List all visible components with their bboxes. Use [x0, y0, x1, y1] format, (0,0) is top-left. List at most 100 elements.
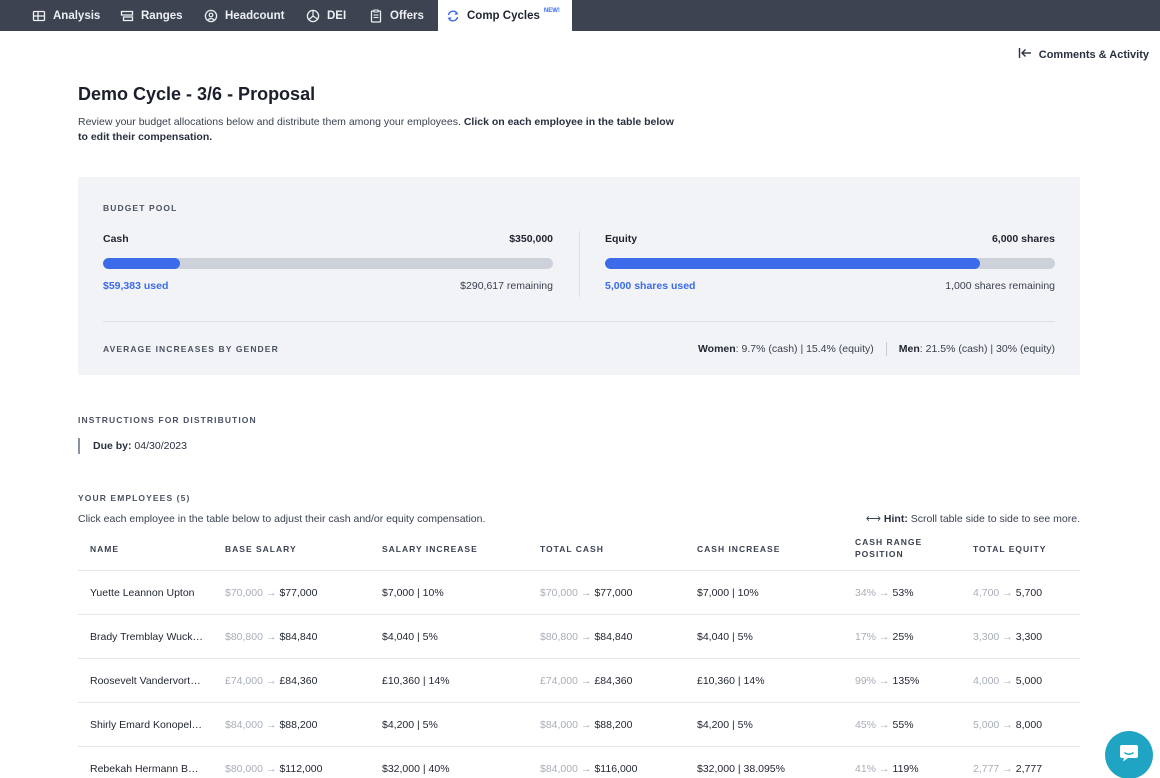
new-badge: NEW!	[543, 7, 560, 14]
col-header-total-equity[interactable]: TOTAL EQUITY	[973, 544, 1047, 554]
new-value: £84,360	[594, 675, 633, 687]
equity-used: 5,000 shares used	[605, 280, 696, 292]
due-date: Due by: 04/30/2023	[78, 438, 187, 454]
new-value: 5,000	[1015, 675, 1043, 687]
tab-label: Ranges	[141, 9, 183, 22]
arrow-right-icon: →	[1002, 763, 1013, 775]
total-equity: 4,700 → 5,700	[973, 587, 1042, 599]
due-value: 04/30/2023	[131, 440, 187, 452]
new-value: $88,200	[594, 719, 633, 731]
total-equity: 2,777 → 2,777	[973, 763, 1042, 775]
col-header-cash-increase[interactable]: CASH INCREASE	[697, 544, 781, 554]
chat-button[interactable]	[1105, 731, 1153, 778]
scroll-hint: ⟷ Hint: Scroll table side to side to see…	[866, 513, 1080, 525]
base-salary: $70,000 → $77,000	[225, 587, 317, 599]
old-value: £74,000	[540, 675, 578, 687]
old-value: 45%	[855, 719, 877, 731]
hint-text: Scroll table side to side to see more.	[907, 513, 1080, 525]
due-label: Due by:	[93, 440, 132, 452]
equity-remaining: 1,000 shares remaining	[945, 280, 1055, 292]
header-divider	[78, 570, 1080, 571]
arrow-right-icon: →	[1002, 719, 1013, 731]
salary-increase-text: $32,000 | 40%	[382, 763, 450, 775]
arrow-right-icon: →	[580, 587, 592, 599]
arrow-right-icon: →	[265, 587, 277, 599]
arrow-right-icon: →	[580, 675, 592, 687]
col-header-name[interactable]: NAME	[90, 544, 120, 554]
old-value: 34%	[855, 587, 877, 599]
total-equity: 3,300 → 3,300	[973, 631, 1042, 643]
new-value: $112,000	[279, 763, 323, 775]
cash-progress-bar	[103, 258, 553, 269]
top-nav: Analysis Ranges Headcount DEI Offers Com…	[0, 0, 1160, 31]
cash-budget: Cash $350,000 $59,383 used $290,617 rema…	[103, 233, 553, 292]
old-value: 4,000	[973, 675, 1000, 687]
cash-increase: $4,040 | 5%	[697, 631, 753, 643]
cash-increase-text: £10,360 | 14%	[697, 675, 765, 687]
cash-range-position: 99% → 135%	[855, 675, 919, 687]
new-value: $84,840	[279, 631, 318, 643]
equity-budget: Equity 6,000 shares 5,000 shares used 1,…	[605, 233, 1055, 292]
tab-dei[interactable]: DEI	[306, 0, 346, 31]
salary-increase: $32,000 | 40%	[382, 763, 450, 775]
ranges-icon	[120, 9, 134, 23]
pie-icon	[306, 9, 320, 23]
col-header-total-cash[interactable]: TOTAL CASH	[540, 544, 604, 554]
arrow-right-icon: →	[265, 719, 277, 731]
employee-name-text: Roosevelt Vandervort…	[90, 675, 201, 687]
panel-divider	[103, 321, 1055, 322]
total-cash: $84,000 → $116,000	[540, 763, 637, 775]
men-value: : 21.5% (cash) | 30% (equity)	[919, 343, 1055, 355]
new-value: 55%	[892, 719, 914, 731]
tab-label: DEI	[327, 9, 347, 22]
cash-range-position: 34% → 53%	[855, 587, 914, 599]
tab-offers[interactable]: Offers	[369, 0, 424, 31]
old-value: 41%	[855, 763, 877, 775]
new-value: 135%	[892, 675, 920, 687]
cash-increase-text: $7,000 | 10%	[697, 587, 759, 599]
tab-headcount[interactable]: Headcount	[204, 0, 284, 31]
total-equity: 4,000 → 5,000	[973, 675, 1042, 687]
cash-range-position: 41% → 119%	[855, 763, 919, 775]
tab-comp-cycles[interactable]: Comp Cycles NEW!	[438, 0, 572, 31]
clipboard-icon	[369, 9, 383, 23]
arrow-right-icon: →	[1002, 587, 1013, 599]
cash-range-position: 45% → 55%	[855, 719, 914, 731]
total-cash: $80,800 → $84,840	[540, 631, 632, 643]
page-intro: Review your budget allocations below and…	[78, 115, 678, 145]
new-value: 119%	[892, 763, 919, 775]
old-value: £74,000	[225, 675, 263, 687]
tab-ranges[interactable]: Ranges	[120, 0, 183, 31]
salary-increase: $4,040 | 5%	[382, 631, 438, 643]
tab-analysis[interactable]: Analysis	[32, 0, 100, 31]
comments-activity-button[interactable]: Comments & Activity	[1018, 47, 1149, 62]
old-value: 99%	[855, 675, 877, 687]
employee-name: Shirly Emard Konopel…	[90, 719, 202, 731]
col-header-line1: CASH RANGE	[855, 537, 923, 547]
new-value: $84,840	[594, 631, 633, 643]
arrow-right-icon: →	[879, 763, 890, 775]
col-header-salary-increase[interactable]: SALARY INCREASE	[382, 544, 478, 554]
old-value: $80,000	[225, 763, 263, 775]
budget-divider	[579, 231, 580, 297]
base-salary: $80,800 → $84,840	[225, 631, 317, 643]
cash-increase: £10,360 | 14%	[697, 675, 765, 687]
old-value: $84,000	[540, 763, 578, 775]
employee-name: Rebekah Hermann B…	[90, 763, 199, 775]
equity-progress-bar	[605, 258, 1055, 269]
salary-increase-text: £10,360 | 14%	[382, 675, 450, 687]
col-header-cash-range-position[interactable]: CASH RANGE POSITION	[855, 536, 922, 560]
col-header-base-salary[interactable]: BASE SALARY	[225, 544, 297, 554]
employee-name: Roosevelt Vandervort…	[90, 675, 201, 687]
gender-increase-values: Women: 9.7% (cash) | 15.4% (equity) Men:…	[698, 342, 1055, 356]
base-salary: $84,000 → $88,200	[225, 719, 317, 731]
arrow-right-icon: →	[879, 631, 890, 643]
horizontal-arrows-icon: ⟷	[865, 513, 884, 525]
arrow-right-icon: →	[580, 719, 592, 731]
gender-increase-label: AVERAGE INCREASES BY GENDER	[103, 344, 279, 354]
men-label: Men	[898, 343, 920, 355]
chat-bubble-icon	[1118, 742, 1140, 769]
base-salary: £74,000 → £84,360	[225, 675, 317, 687]
base-salary: $80,000 → $112,000	[225, 763, 322, 775]
new-value: $88,200	[279, 719, 318, 731]
